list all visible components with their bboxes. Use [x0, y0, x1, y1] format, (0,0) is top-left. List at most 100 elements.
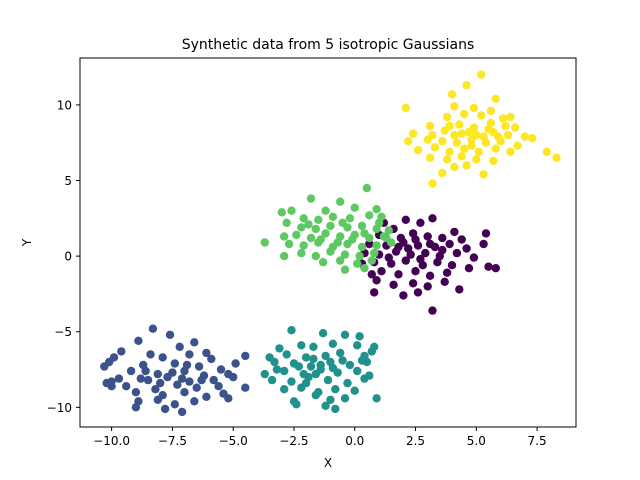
data-point [345, 360, 355, 370]
data-point [491, 264, 500, 273]
data-point [294, 362, 303, 371]
data-point [442, 155, 452, 164]
data-point [411, 267, 420, 276]
data-point [384, 253, 393, 262]
data-point [457, 129, 466, 138]
data-point [292, 230, 301, 240]
data-point [224, 394, 233, 403]
data-point [494, 132, 503, 141]
data-point [102, 378, 111, 388]
x-tick-label: 7.5 [528, 434, 547, 448]
data-point [117, 347, 126, 356]
data-point [209, 375, 218, 385]
data-point [260, 238, 269, 247]
data-point [299, 214, 308, 223]
data-point [404, 137, 413, 146]
data-point [467, 135, 476, 144]
data-point [338, 218, 347, 227]
data-point [428, 306, 437, 315]
data-point [241, 383, 250, 392]
data-point [277, 208, 286, 217]
data-point [477, 111, 486, 120]
data-point [311, 224, 320, 234]
data-point [372, 241, 381, 250]
data-point [401, 256, 410, 265]
data-point [425, 239, 435, 249]
data-point [194, 362, 204, 371]
data-point [413, 288, 423, 297]
data-point [185, 377, 194, 386]
data-point [350, 386, 359, 395]
data-point [355, 332, 364, 341]
data-point [464, 264, 474, 273]
data-point [148, 324, 158, 333]
data-point [306, 362, 316, 371]
data-point [401, 103, 410, 113]
data-point [331, 404, 340, 414]
data-point [513, 141, 522, 150]
data-point [370, 288, 379, 297]
data-point [474, 147, 483, 156]
data-point [216, 365, 226, 374]
data-point [457, 235, 466, 244]
data-point [229, 372, 238, 382]
data-point [321, 401, 330, 410]
data-point [158, 353, 167, 362]
data-point [338, 356, 347, 365]
data-point [484, 124, 493, 134]
data-point [450, 162, 459, 172]
data-point [321, 206, 330, 215]
data-point [425, 153, 435, 162]
data-point [469, 253, 479, 262]
data-point [425, 121, 435, 131]
data-point [318, 329, 328, 338]
data-point [438, 233, 447, 243]
data-point [440, 277, 449, 286]
data-point [175, 342, 184, 351]
data-point [309, 354, 318, 364]
data-point [438, 245, 447, 255]
x-tick-label: −7.5 [158, 434, 187, 448]
data-point [100, 362, 109, 371]
data-point [360, 374, 369, 383]
data-point [146, 350, 155, 359]
data-point [506, 112, 515, 122]
data-point [450, 227, 459, 237]
x-axis: −10.0 −7.5 −5.0 −2.5 0.0 2.5 5.0 7.5 [93, 427, 547, 448]
data-point [192, 383, 201, 392]
data-point [370, 248, 379, 258]
x-tick-label: 5.0 [467, 434, 486, 448]
data-point [416, 254, 425, 264]
data-point [462, 81, 471, 90]
data-point [365, 211, 374, 220]
data-point [311, 391, 320, 400]
data-point [122, 382, 131, 391]
data-point [367, 256, 376, 265]
data-point [372, 394, 381, 403]
data-point [528, 134, 537, 143]
data-point [348, 235, 357, 244]
data-point [340, 250, 350, 259]
data-point [314, 215, 323, 224]
data-point [464, 127, 474, 137]
data-point [438, 137, 447, 146]
data-point [336, 197, 345, 206]
data-point [260, 369, 269, 379]
data-point [202, 348, 211, 358]
data-point [143, 375, 153, 385]
data-point [552, 153, 561, 162]
data-point [131, 403, 141, 412]
data-point [442, 112, 452, 122]
data-point [416, 218, 425, 227]
data-point [297, 341, 306, 350]
data-point [177, 374, 187, 383]
data-point [367, 347, 376, 356]
x-tick-label: −10.0 [93, 434, 130, 448]
data-point [455, 120, 464, 129]
data-point [447, 261, 457, 270]
y-tick-label: −10 [47, 401, 72, 415]
data-point [340, 265, 350, 274]
data-point [447, 90, 457, 99]
data-point [336, 256, 345, 265]
